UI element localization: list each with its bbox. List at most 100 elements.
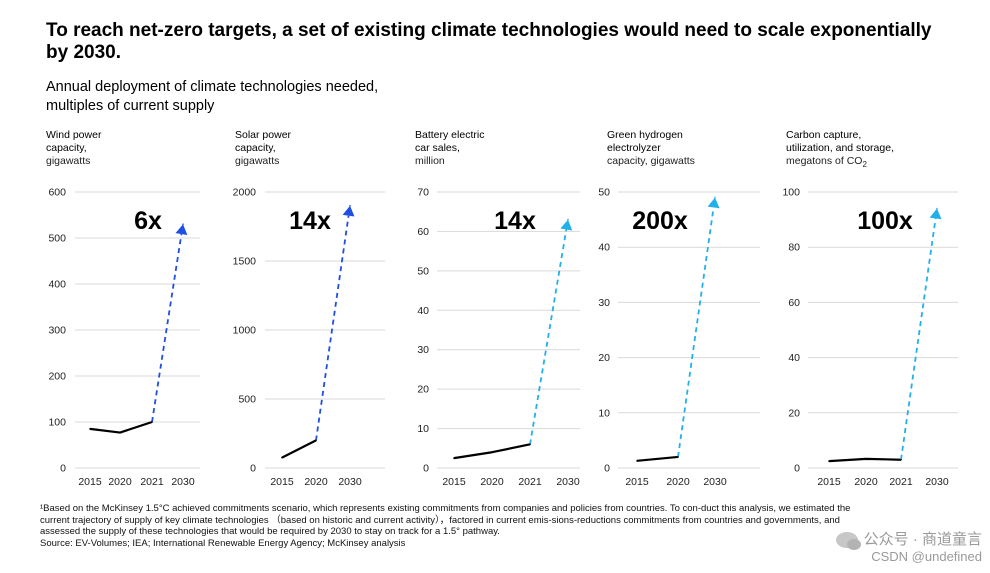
x-tick-label: 2030: [556, 476, 580, 488]
y-tick-label: 50: [417, 265, 429, 277]
chart-title-line: electrolyzer: [607, 142, 661, 154]
chart-title-line: car sales,: [415, 142, 460, 154]
y-tick-label: 0: [604, 463, 610, 475]
wechat-icon: [835, 532, 861, 550]
projection-line: [315, 215, 350, 441]
data-point: [865, 458, 867, 460]
y-tick-label: 0: [794, 463, 800, 475]
y-tick-label: 80: [788, 242, 800, 254]
projection-line: [529, 229, 568, 445]
y-tick-label: 20: [788, 407, 800, 419]
multiplier-label: 200x: [632, 207, 688, 235]
watermark-account-name: 公众号 · 商道童言: [863, 530, 982, 548]
x-tick-label: 2030: [703, 476, 727, 488]
data-point: [677, 456, 679, 458]
x-tick-label: 2015: [270, 476, 294, 488]
data-point: [491, 451, 493, 454]
data-point: [89, 428, 91, 430]
y-tick-label: 20: [598, 352, 610, 364]
wind-chart-title: Wind power capacity, gigawatts: [46, 129, 216, 168]
data-point: [151, 421, 153, 423]
projection-arrowhead: [929, 208, 942, 220]
chart-title-line: capacity,: [235, 142, 276, 154]
historical-line: [281, 439, 317, 459]
data-point: [349, 205, 351, 207]
data-point: [567, 218, 569, 221]
chart-title-line: Carbon capture,: [786, 129, 862, 141]
chart-title-line: capacity,: [46, 142, 87, 154]
subtitle-line-1: Annual deployment of climate technologie…: [46, 79, 379, 95]
footnote: ¹Based on the McKinsey 1.5°C achieved co…: [40, 503, 965, 549]
multiplier-label: 14x: [289, 207, 331, 235]
x-tick-label: 2021: [518, 476, 542, 488]
y-tick-label: 70: [417, 187, 429, 199]
y-tick-label: 100: [782, 187, 800, 199]
chart-unit: gigawatts: [235, 155, 280, 167]
x-tick-label: 2015: [442, 476, 466, 488]
x-tick-label: 2020: [666, 476, 690, 488]
y-tick-label: 300: [48, 325, 66, 337]
x-tick-label: 2020: [854, 476, 878, 488]
y-tick-label: 1500: [233, 256, 257, 268]
y-tick-label: 20: [417, 384, 429, 396]
projection-arrowhead: [707, 197, 720, 209]
data-point: [453, 457, 455, 459]
y-tick-label: 10: [598, 407, 610, 419]
projection-line: [900, 218, 937, 460]
y-tick-label: 0: [423, 463, 429, 475]
data-point: [900, 458, 902, 461]
x-tick-label: 2030: [338, 476, 362, 488]
multiplier-label: 6x: [134, 207, 162, 235]
data-point: [828, 460, 830, 462]
historical-line: [636, 455, 679, 462]
y-tick-label: 60: [788, 297, 800, 309]
chart-title-line: Wind power: [46, 129, 102, 141]
x-tick-label: 2021: [140, 476, 164, 488]
chart-title-line: Battery electric: [415, 129, 485, 141]
y-tick-label: 60: [417, 226, 429, 238]
y-tick-label: 40: [598, 242, 610, 254]
hydrogen-chart-title: Green hydrogen electrolyzer capacity, gi…: [607, 129, 777, 168]
chart-title-line: Solar power: [235, 129, 292, 141]
data-point: [281, 456, 283, 459]
x-tick-label: 2020: [108, 476, 132, 488]
chart-unit: gigawatts: [46, 155, 91, 167]
y-tick-label: 30: [598, 297, 610, 309]
watermark: 公众号 · 商道童言 CSDN @undefined: [835, 530, 982, 565]
y-tick-label: 0: [60, 463, 66, 475]
footnote-line-2: current trajectory of supply of key clim…: [40, 514, 840, 526]
y-tick-label: 10: [417, 423, 429, 435]
data-point: [636, 460, 638, 462]
y-tick-label: 500: [238, 394, 256, 406]
battery-chart-title: Battery electric car sales, million: [415, 129, 585, 168]
y-tick-label: 400: [48, 279, 66, 291]
projection-line: [677, 207, 715, 458]
y-tick-label: 0: [250, 463, 256, 475]
y-tick-label: 200: [48, 371, 66, 383]
watermark-account: 公众号 · 商道童言: [835, 530, 982, 550]
page-title: To reach net-zero targets, a set of exis…: [46, 20, 932, 63]
y-tick-label: 100: [48, 417, 66, 429]
multiplier-label: 14x: [494, 207, 536, 235]
source-line: Source: EV-Volumes; IEA; International R…: [40, 537, 406, 549]
chart-unit: million: [415, 155, 445, 167]
y-tick-label: 40: [788, 352, 800, 364]
data-point: [119, 431, 121, 434]
chart-unit: megatons of CO2: [786, 155, 956, 171]
y-tick-label: 40: [417, 305, 429, 317]
x-tick-label: 2015: [817, 476, 841, 488]
projection-arrowhead: [175, 224, 188, 236]
chart-unit-text: megatons of CO: [786, 155, 863, 167]
chart-title-line: utilization, and storage,: [786, 142, 894, 154]
data-point: [182, 223, 184, 225]
y-tick-label: 2000: [233, 187, 257, 199]
x-tick-label: 2030: [171, 476, 195, 488]
historical-line: [453, 443, 531, 460]
multiplier-label: 100x: [857, 207, 913, 235]
x-tick-label: 2021: [889, 476, 913, 488]
projection-line: [151, 233, 183, 423]
footnote-line-3: assessed the supply of these technologie…: [40, 526, 500, 537]
x-tick-label: 2015: [625, 476, 649, 488]
data-point: [529, 443, 531, 446]
x-tick-label: 2020: [304, 476, 328, 488]
